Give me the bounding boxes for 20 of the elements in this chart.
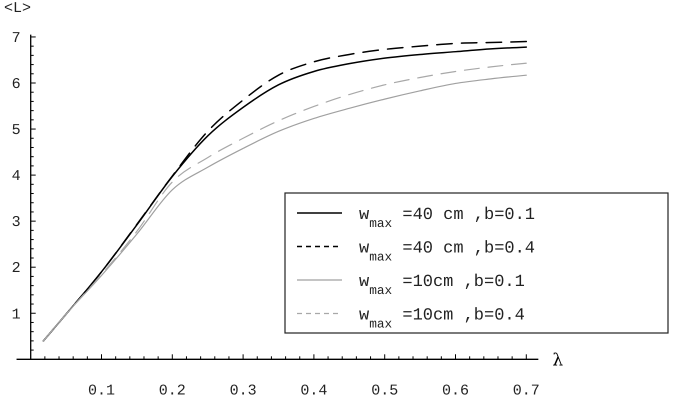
y-tick-label: 6 bbox=[12, 76, 21, 93]
x-tick-label: 0.1 bbox=[88, 382, 116, 400]
y-tick-label: 2 bbox=[12, 260, 21, 278]
x-tick-label: 0.4 bbox=[300, 382, 328, 400]
y-axis-title: <L> bbox=[4, 0, 32, 17]
x-tick-label: 0.2 bbox=[158, 382, 186, 400]
legend-label: w$_{max}$ =40 cm ,b=0.1 bbox=[359, 206, 535, 230]
legend-label: w$_{max}$ =10cm ,b=0.1 bbox=[359, 273, 525, 298]
legend-label: w$_{max}$ =10cm ,b=0.4 bbox=[359, 306, 525, 331]
y-tick-label: 3 bbox=[12, 214, 21, 232]
y-tick-label: 1 bbox=[12, 306, 21, 324]
y-tick-label: 4 bbox=[12, 168, 21, 186]
x-axis-title: λ bbox=[552, 350, 564, 370]
x-tick-label: 0.7 bbox=[512, 382, 540, 400]
x-tick-label: 0.3 bbox=[230, 382, 257, 400]
x-tick-label: 0.6 bbox=[442, 382, 470, 400]
legend-label: w$_{max}$ =40 cm ,b=0.4 bbox=[359, 240, 535, 264]
y-tick-label: 7 bbox=[12, 30, 21, 47]
x-tick-label: 0.5 bbox=[371, 382, 398, 400]
y-tick-label: 5 bbox=[12, 122, 21, 140]
